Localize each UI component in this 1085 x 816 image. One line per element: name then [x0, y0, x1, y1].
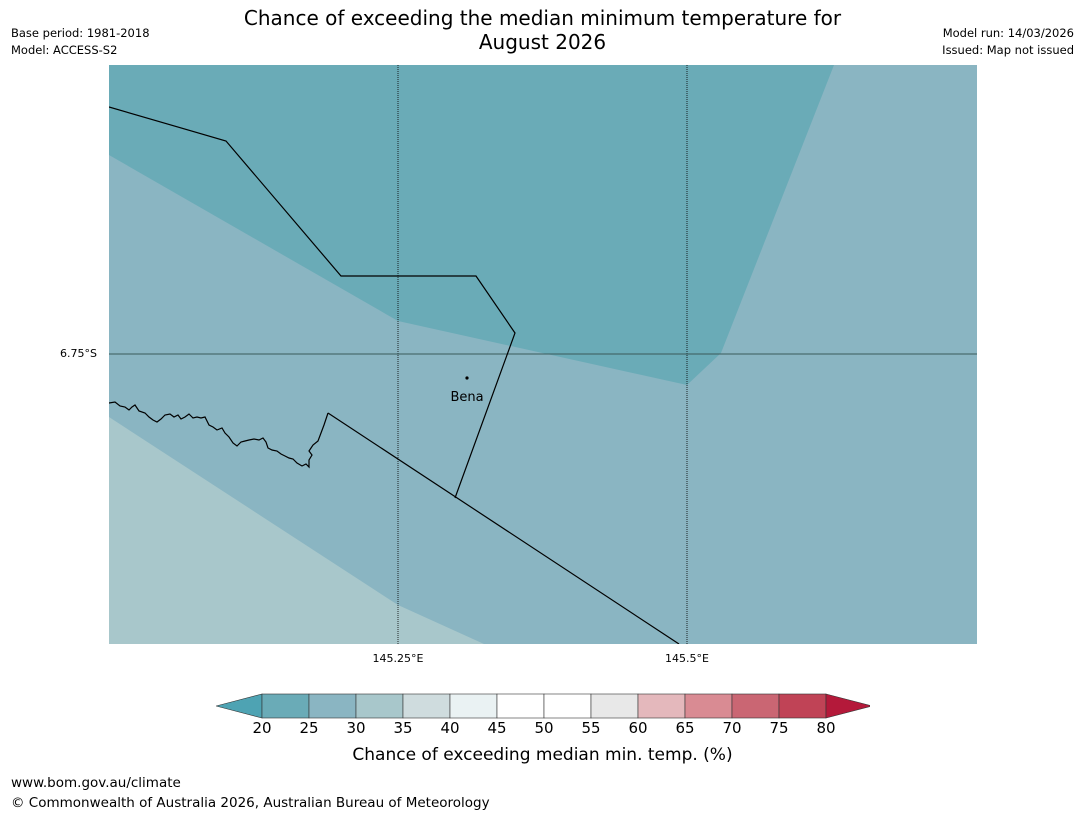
model-name: Model: ACCESS-S2	[11, 43, 118, 57]
bena-label: Bena	[450, 390, 483, 405]
colorbar-tick-25: 25	[299, 719, 319, 737]
footer-copyright: © Commonwealth of Australia 2026, Austra…	[11, 795, 490, 811]
colorbar-tick-80: 80	[816, 719, 836, 737]
coastline	[109, 401, 329, 469]
colorbar-segment-40-45	[449, 693, 498, 719]
model-run: Model run: 14/03/2026	[942, 26, 1074, 40]
colorbar-segment-75-80	[778, 693, 827, 719]
colorbar-extend-low	[216, 693, 263, 719]
map-title: Chance of exceeding the median minimum t…	[0, 6, 1085, 54]
colorbar-segment-45-50	[496, 693, 545, 719]
colorbar-tick-50: 50	[534, 719, 554, 737]
colorbar-ticks: 20 25 30 35 40 45 50 55 60 65 70 75 80	[0, 719, 1085, 739]
province-border	[109, 106, 516, 499]
colorbar-tick-55: 55	[581, 719, 601, 737]
meta-left: Base period: 1981-2018 Model: ACCESS-S2	[11, 25, 150, 59]
lon-label-145-5: 145.5°E	[665, 652, 709, 665]
colorbar-segment-35-40	[402, 693, 451, 719]
colorbar-segment-55-60	[590, 693, 639, 719]
colorbar-segment-20-25	[261, 693, 310, 719]
colorbar-segment-25-30	[308, 693, 357, 719]
colorbar	[216, 693, 870, 719]
title-line-2: August 2026	[478, 30, 607, 54]
colorbar-tick-60: 60	[628, 719, 648, 737]
bena-marker	[465, 376, 469, 380]
colorbar-tick-75: 75	[769, 719, 789, 737]
colorbar-segment-65-70	[684, 693, 733, 719]
colorbar-segment-60-65	[637, 693, 686, 719]
colorbar-tick-35: 35	[393, 719, 413, 737]
colorbar-segment-70-75	[731, 693, 780, 719]
lat-label: 6.75°S	[60, 347, 97, 360]
colorbar-tick-65: 65	[675, 719, 695, 737]
colorbar-tick-45: 45	[487, 719, 507, 737]
colorbar-extend-high	[825, 693, 870, 719]
colorbar-segment-50-55	[543, 693, 592, 719]
base-period: Base period: 1981-2018	[11, 26, 150, 40]
issued-status: Issued: Map not issued	[942, 43, 1074, 57]
colorbar-tick-70: 70	[722, 719, 742, 737]
lon-label-145-25: 145.25°E	[372, 652, 424, 665]
band-20-25-region	[109, 65, 834, 385]
meta-right: Model run: 14/03/2026 Issued: Map not is…	[942, 25, 1074, 59]
colorbar-tick-40: 40	[440, 719, 460, 737]
colorbar-tick-30: 30	[346, 719, 366, 737]
footer-url[interactable]: www.bom.gov.au/climate	[11, 775, 181, 791]
colorbar-segment-30-35	[355, 693, 404, 719]
colorbar-label: Chance of exceeding median min. temp. (%…	[352, 745, 733, 765]
band-30-35-region	[109, 417, 484, 644]
province-border-south	[327, 412, 680, 644]
colorbar-tick-20: 20	[252, 719, 272, 737]
forecast-map: Bena	[109, 65, 977, 644]
title-line-1: Chance of exceeding the median minimum t…	[243, 6, 842, 30]
